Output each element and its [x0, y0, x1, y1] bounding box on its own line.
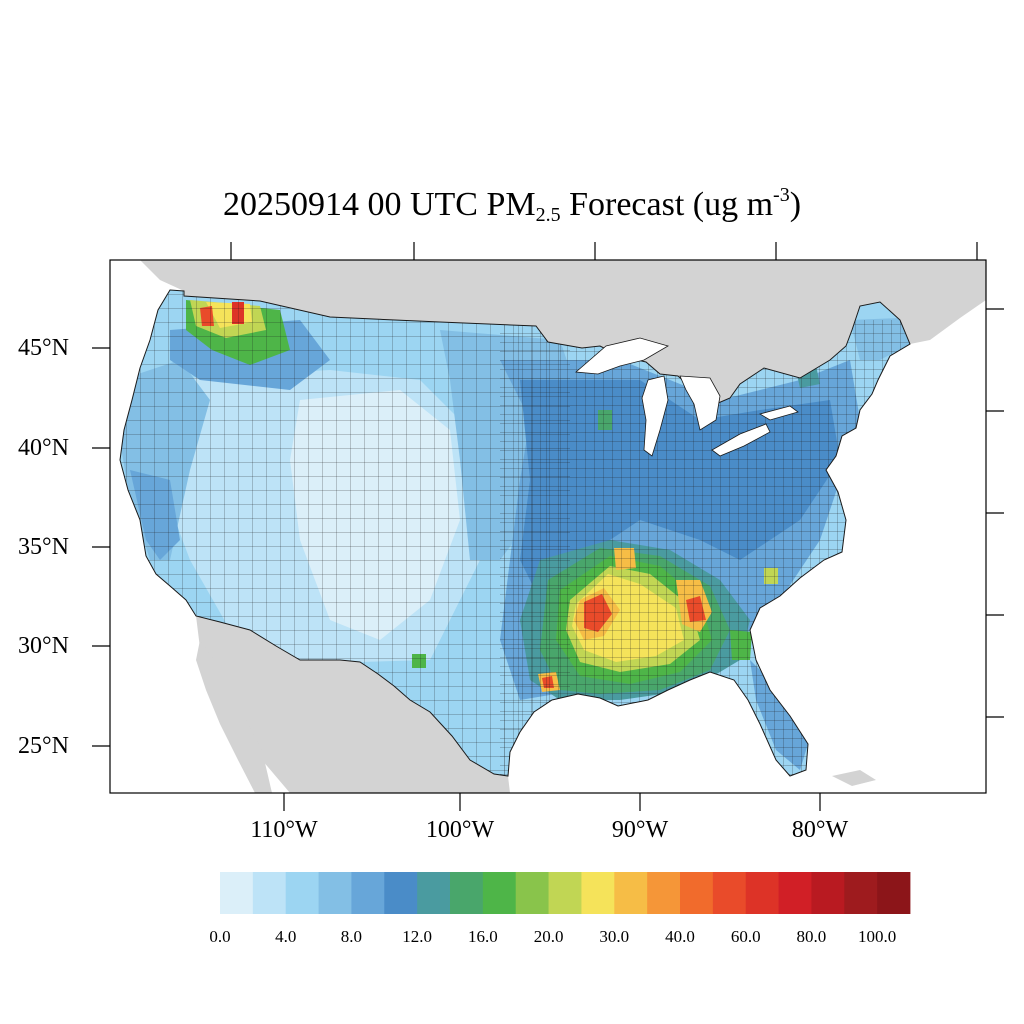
lon-label-100w: 100°W [425, 817, 495, 843]
colorbar-label: 20.0 [533, 927, 564, 946]
colorbar-swatch [548, 872, 582, 914]
colorbar-swatch [220, 872, 254, 914]
colorbar-label: 4.0 [275, 927, 297, 946]
map-title: 20250914 00 UTC PM2.5 Forecast (ug m-3) [222, 184, 802, 226]
colorbar-swatch [417, 872, 451, 914]
lat-label-35n: 35°N [18, 534, 69, 560]
colorbar-swatch [581, 872, 615, 914]
canada-landmass [140, 260, 986, 404]
colorbar-label: 30.0 [599, 927, 630, 946]
colorbar-swatch [745, 872, 779, 914]
colorbar-label: 100.0 [858, 927, 897, 946]
colorbar-label: 60.0 [730, 927, 761, 946]
colorbar-swatch [285, 872, 319, 914]
plot-frame [109, 259, 987, 794]
colorbar-swatch [351, 872, 385, 914]
lake-michigan [641, 375, 669, 457]
baja-peninsula [196, 640, 272, 793]
bottom-ticks [283, 793, 821, 811]
colorbar-label: 16.0 [467, 927, 498, 946]
lake-erie [711, 423, 771, 457]
mexico-landmass [196, 616, 510, 793]
colorbar-label: 40.0 [665, 927, 695, 946]
colorbar-swatch [318, 872, 352, 914]
lat-label-45n: 45°N [18, 335, 69, 361]
right-ticks [986, 308, 1004, 718]
lake-ontario [758, 405, 799, 421]
colorbar-swatch [712, 872, 747, 914]
colorbar-swatch [384, 872, 418, 914]
colorbar-swatch [680, 872, 714, 914]
lake-superior [575, 337, 670, 375]
lat-label-40n: 40°N [18, 435, 69, 461]
lon-label-90w: 90°W [611, 817, 669, 843]
colorbar-swatch [647, 872, 681, 914]
lat-label-30n: 30°N [18, 633, 69, 659]
lon-label-80w: 80°W [791, 817, 849, 843]
colorbar-swatch [252, 872, 287, 914]
colorbar-swatch [778, 872, 812, 914]
top-ticks [230, 242, 978, 260]
colorbar [220, 872, 911, 914]
lake-huron [679, 375, 721, 431]
colorbar-swatch [450, 872, 484, 914]
colorbar-swatch [811, 872, 845, 914]
lon-label-110w: 110°W [250, 817, 318, 843]
colorbar-swatch [844, 872, 878, 914]
left-ticks [92, 347, 110, 747]
colorbar-label: 8.0 [340, 927, 363, 946]
colorbar-swatch [515, 872, 549, 914]
colorbar-swatch [482, 872, 517, 914]
cuba-island [832, 770, 876, 786]
colorbar-label: 80.0 [796, 927, 827, 946]
lat-label-25n: 25°N [18, 733, 69, 759]
colorbar-label: 12.0 [402, 927, 433, 946]
colorbar-swatch [614, 872, 648, 914]
colorbar-label: 0.0 [209, 927, 231, 946]
colorbar-swatch [877, 872, 911, 914]
